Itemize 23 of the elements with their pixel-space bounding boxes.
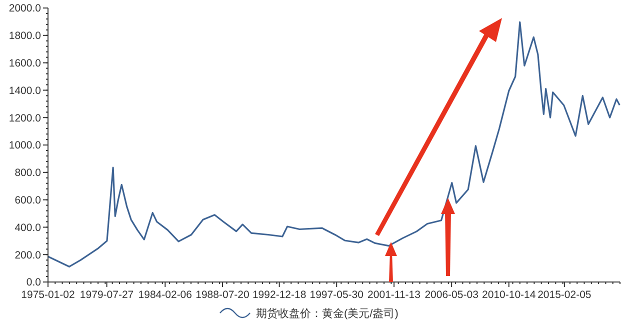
legend-label: 期货收盘价：黄金(美元/盎司) [256,306,398,320]
x-tick-label: 1997-05-30 [310,289,364,301]
y-tick-label: 1400.0 [8,84,42,97]
y-tick-label: 400.0 [14,222,42,234]
x-tick-label: 2006-05-03 [424,289,479,301]
x-tick-label: 2015-02-05 [538,289,592,301]
x-tick-label: 1992-12-18 [252,289,306,301]
x-tick-label: 1988-07-20 [196,289,250,301]
y-tick-label: 200.0 [14,249,42,262]
y-tick-label: 1600.0 [8,57,42,70]
y-tick-label: 600.0 [14,194,42,206]
x-tick-label: 1975-01-02 [21,289,76,301]
y-tick-label: 800.0 [14,167,42,180]
y-tick-label: 2000.0 [8,2,42,15]
y-tick-label: 1800.0 [8,30,42,42]
line-series [47,21,620,268]
x-tick-label: 2010-10-14 [482,289,536,301]
y-tick-label: 1000.0 [8,140,42,152]
y-tick-label: 0.0 [26,276,42,289]
x-tick-label: 1979-07-27 [80,289,134,301]
y-tick-label: 1200.0 [8,112,42,124]
x-tick-label: 1984-02-06 [138,289,192,301]
x-tick-label: 2001-11-13 [368,289,421,301]
